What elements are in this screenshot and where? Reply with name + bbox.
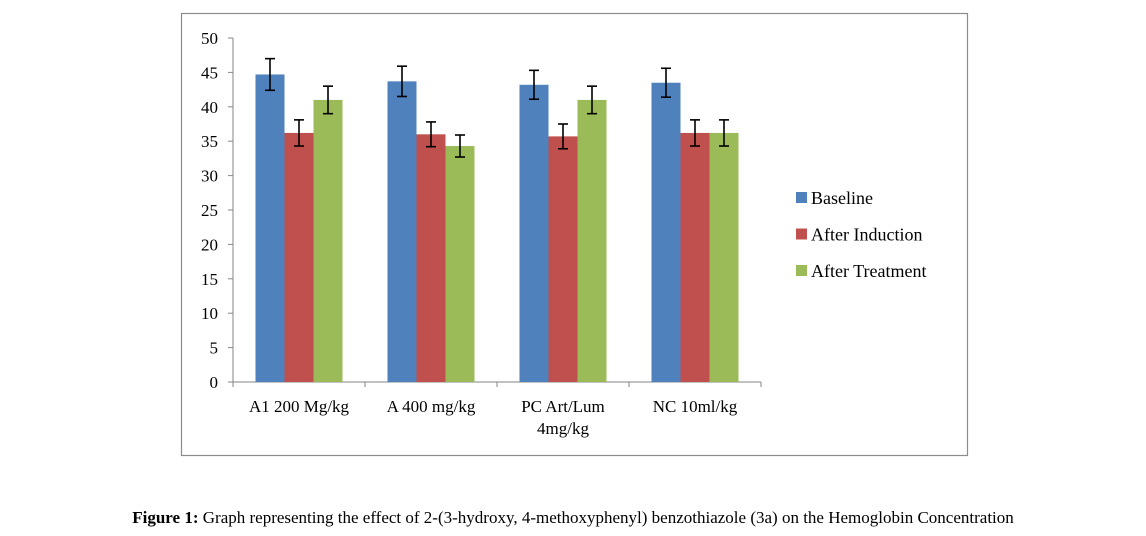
y-tick-label: 5	[210, 339, 219, 358]
bar	[445, 146, 475, 382]
legend-swatch	[796, 192, 807, 203]
figure-caption: Figure 1: Graph representing the effect …	[0, 508, 1146, 528]
legend-label: Baseline	[811, 188, 873, 208]
bar	[519, 84, 549, 382]
y-tick-label: 20	[201, 235, 218, 254]
y-tick-label: 10	[201, 304, 218, 323]
y-tick-label: 50	[201, 29, 218, 48]
chart-frame: 0 5 10 15 20 25 30 35 40 45 50 A1 200 Mg/kg A 400 mg…	[180, 12, 969, 457]
bar	[255, 74, 285, 383]
legend-label: After Treatment	[811, 261, 926, 281]
legend-swatch	[796, 228, 807, 240]
caption-text: Graph representing the effect of 2-(3-hy…	[198, 508, 1014, 527]
legend-swatch	[796, 265, 807, 276]
legend-label: After Induction	[811, 225, 922, 245]
y-tick-label: 25	[201, 201, 218, 220]
bar	[284, 132, 314, 382]
y-tick-label: 15	[201, 270, 218, 289]
bar	[387, 81, 417, 383]
y-tick-label: 30	[201, 167, 218, 186]
bar	[313, 99, 343, 383]
bar	[651, 82, 681, 382]
plot-area: 0 5 10 15 20 25 30 35 40 45 50 A1 200 Mg/kg A 400 mg…	[201, 29, 926, 438]
y-tick-label: 40	[201, 98, 218, 117]
x-category-label: 4mg/kg	[537, 419, 589, 438]
bar	[416, 134, 446, 382]
bar	[709, 132, 739, 382]
y-tick-label: 45	[201, 63, 218, 82]
bar	[577, 99, 607, 383]
caption-lead: Figure 1:	[132, 508, 199, 527]
x-category-label: PC Art/Lum	[521, 397, 605, 416]
y-tick-label: 0	[210, 373, 219, 392]
x-category-label: A1 200 Mg/kg	[249, 397, 350, 416]
x-category-label: NC 10ml/kg	[653, 397, 738, 416]
y-tick-label: 35	[201, 132, 218, 151]
bar	[548, 136, 578, 382]
bar	[680, 132, 710, 382]
x-category-label: A 400 mg/kg	[387, 397, 476, 416]
